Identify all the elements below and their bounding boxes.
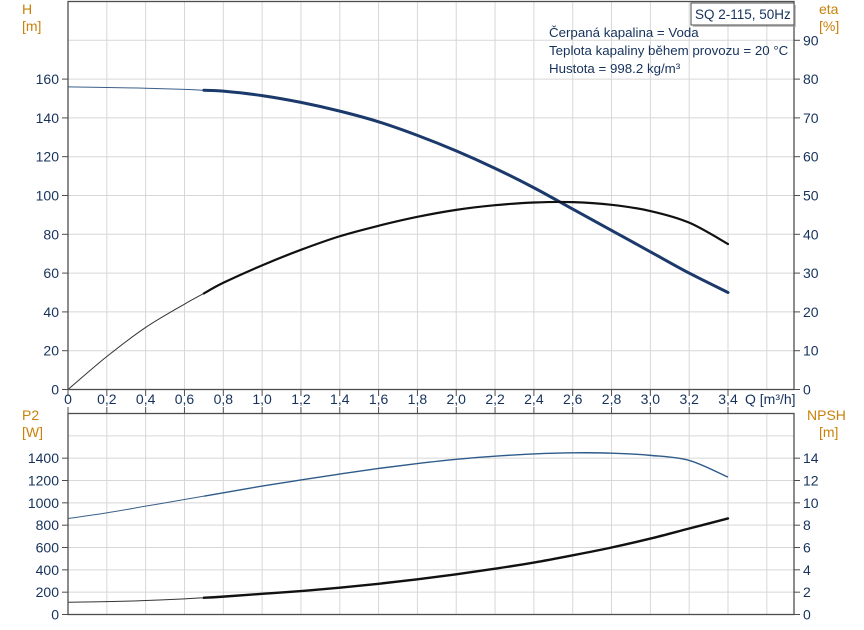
svg-text:0,2: 0,2: [97, 391, 117, 407]
svg-text:0: 0: [803, 607, 811, 623]
svg-text:1200: 1200: [28, 473, 59, 489]
svg-text:50: 50: [803, 188, 819, 204]
svg-text:0,8: 0,8: [214, 391, 234, 407]
svg-text:14: 14: [803, 450, 819, 466]
svg-text:2,6: 2,6: [563, 391, 583, 407]
svg-text:2,8: 2,8: [602, 391, 622, 407]
svg-text:30: 30: [803, 265, 819, 281]
svg-text:2,2: 2,2: [485, 391, 505, 407]
svg-text:0: 0: [51, 607, 59, 623]
svg-text:2,4: 2,4: [524, 391, 544, 407]
svg-text:20: 20: [803, 304, 819, 320]
svg-text:[%]: [%]: [819, 18, 839, 34]
svg-text:0: 0: [51, 382, 59, 398]
svg-text:Q [m³/h]: Q [m³/h]: [745, 391, 796, 407]
svg-text:[m]: [m]: [22, 18, 41, 34]
svg-text:400: 400: [36, 562, 60, 578]
svg-text:1,4: 1,4: [330, 391, 350, 407]
svg-text:6: 6: [803, 540, 811, 556]
svg-text:NPSH: NPSH: [807, 407, 846, 423]
svg-text:600: 600: [36, 540, 60, 556]
svg-text:0,4: 0,4: [136, 391, 156, 407]
svg-text:[W]: [W]: [22, 424, 43, 440]
svg-text:200: 200: [36, 584, 60, 600]
svg-text:12: 12: [803, 473, 819, 489]
svg-text:40: 40: [803, 226, 819, 242]
svg-text:SQ 2-115, 50Hz: SQ 2-115, 50Hz: [695, 7, 791, 22]
svg-text:0,6: 0,6: [175, 391, 195, 407]
svg-text:0: 0: [64, 391, 72, 407]
svg-text:2,0: 2,0: [447, 391, 467, 407]
svg-text:70: 70: [803, 110, 819, 126]
svg-text:H: H: [22, 1, 32, 17]
svg-text:Teplota kapaliny během provozu: Teplota kapaliny během provozu = 20 °C: [549, 43, 789, 58]
svg-text:2: 2: [803, 584, 811, 600]
svg-text:40: 40: [43, 304, 59, 320]
svg-text:120: 120: [36, 149, 60, 165]
svg-text:800: 800: [36, 517, 60, 533]
svg-text:4: 4: [803, 562, 811, 578]
svg-text:10: 10: [803, 495, 819, 511]
svg-text:3,0: 3,0: [641, 391, 661, 407]
svg-text:3,4: 3,4: [718, 391, 738, 407]
svg-text:1400: 1400: [28, 450, 59, 466]
svg-text:1,8: 1,8: [408, 391, 428, 407]
svg-text:1000: 1000: [28, 495, 59, 511]
svg-text:Hustota = 998.2 kg/m³: Hustota = 998.2 kg/m³: [549, 61, 681, 76]
svg-text:20: 20: [43, 343, 59, 359]
svg-text:1,0: 1,0: [252, 391, 272, 407]
svg-text:Čerpaná kapalina = Voda: Čerpaná kapalina = Voda: [549, 25, 699, 40]
svg-text:8: 8: [803, 517, 811, 533]
svg-text:eta: eta: [819, 1, 839, 17]
svg-text:60: 60: [43, 265, 59, 281]
svg-text:1,6: 1,6: [369, 391, 389, 407]
svg-text:80: 80: [803, 71, 819, 87]
svg-text:[m]: [m]: [819, 424, 838, 440]
svg-text:160: 160: [36, 71, 60, 87]
svg-text:3,2: 3,2: [679, 391, 699, 407]
svg-text:1,2: 1,2: [291, 391, 311, 407]
svg-text:100: 100: [36, 188, 60, 204]
svg-text:0: 0: [803, 382, 811, 398]
svg-text:60: 60: [803, 149, 819, 165]
svg-text:P2: P2: [22, 407, 39, 423]
svg-text:140: 140: [36, 110, 60, 126]
svg-text:10: 10: [803, 343, 819, 359]
svg-text:80: 80: [43, 226, 59, 242]
svg-text:90: 90: [803, 32, 819, 48]
